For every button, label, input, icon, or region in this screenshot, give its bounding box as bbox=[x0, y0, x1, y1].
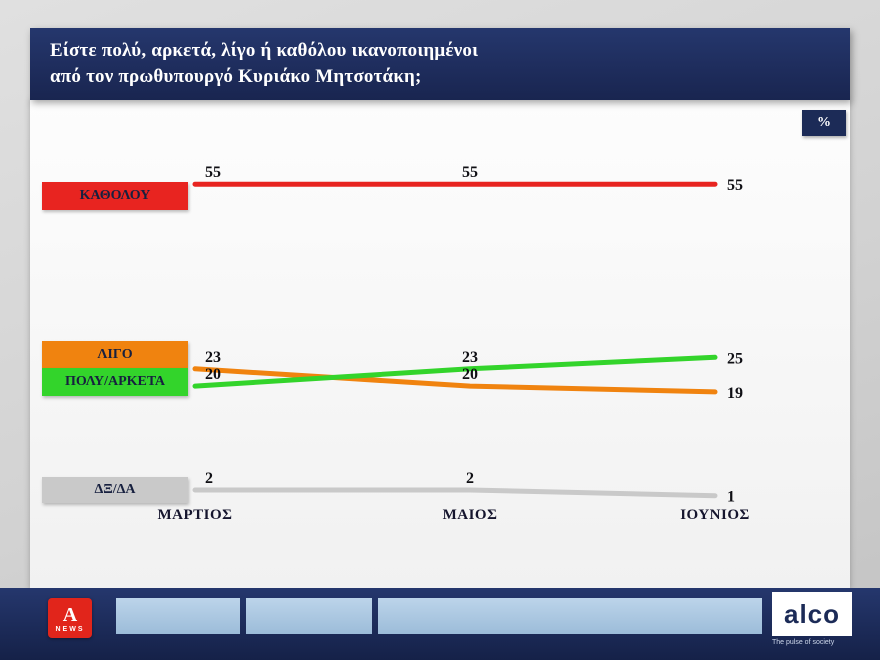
value-label: 2 bbox=[466, 470, 474, 487]
series-label-box-1: ΚΑΘΟΛΟΥ bbox=[42, 182, 188, 210]
value-label: 20 bbox=[462, 366, 478, 383]
alco-tagline: The pulse of society bbox=[772, 639, 835, 646]
value-label: 55 bbox=[462, 164, 478, 181]
series-label-box-2: ΛΙΓΟ bbox=[42, 341, 188, 368]
alpha-logo-news-label: NEWS bbox=[55, 625, 85, 633]
series-label-box-4: ΔΞ/ΔΑ bbox=[42, 477, 188, 503]
question-line-1: Είστε πολύ, αρκετά, λίγο ή καθόλου ικανο… bbox=[50, 40, 479, 61]
series-line-3 bbox=[192, 354, 718, 389]
alco-logo: alco bbox=[772, 592, 852, 636]
alpha-news-logo: A NEWS bbox=[48, 598, 92, 638]
question-line-2: από τον πρωθυπουργό Κυριάκο Μητσοτάκη; bbox=[50, 66, 422, 87]
footer-decoration-segment-2 bbox=[246, 598, 372, 634]
value-label: 1 bbox=[727, 489, 735, 506]
x-axis-label: ΜΑΙΟΣ bbox=[443, 507, 498, 523]
value-label: 25 bbox=[727, 350, 743, 367]
value-label: 19 bbox=[727, 385, 743, 402]
value-label: 20 bbox=[205, 366, 221, 383]
x-axis-label: ΜΑΡΤΙΟΣ bbox=[158, 507, 233, 523]
question-header: Είστε πολύ, αρκετά, λίγο ή καθόλου ικανο… bbox=[30, 28, 850, 100]
alco-logo-text: alco bbox=[783, 598, 841, 629]
series-label-box-3: ΠΟΛΥ/ΑΡΚΕΤΑ bbox=[42, 368, 188, 396]
value-label: 23 bbox=[205, 349, 221, 366]
value-label: 55 bbox=[727, 177, 743, 194]
footer-bar: A NEWS alco The pulse of society bbox=[0, 588, 880, 660]
value-label: 2 bbox=[205, 470, 213, 487]
alpha-logo-letter: A bbox=[62, 603, 78, 626]
value-label: 23 bbox=[462, 349, 478, 366]
footer-decoration-segment-3 bbox=[378, 598, 762, 634]
value-label: 55 bbox=[205, 164, 221, 181]
series-line-4 bbox=[192, 487, 718, 499]
series-line-2 bbox=[192, 366, 718, 395]
percent-unit-badge: % bbox=[802, 110, 846, 136]
x-axis-label: ΙΟΥΝΙΟΣ bbox=[680, 507, 750, 523]
footer-decoration-segment-1 bbox=[116, 598, 240, 634]
